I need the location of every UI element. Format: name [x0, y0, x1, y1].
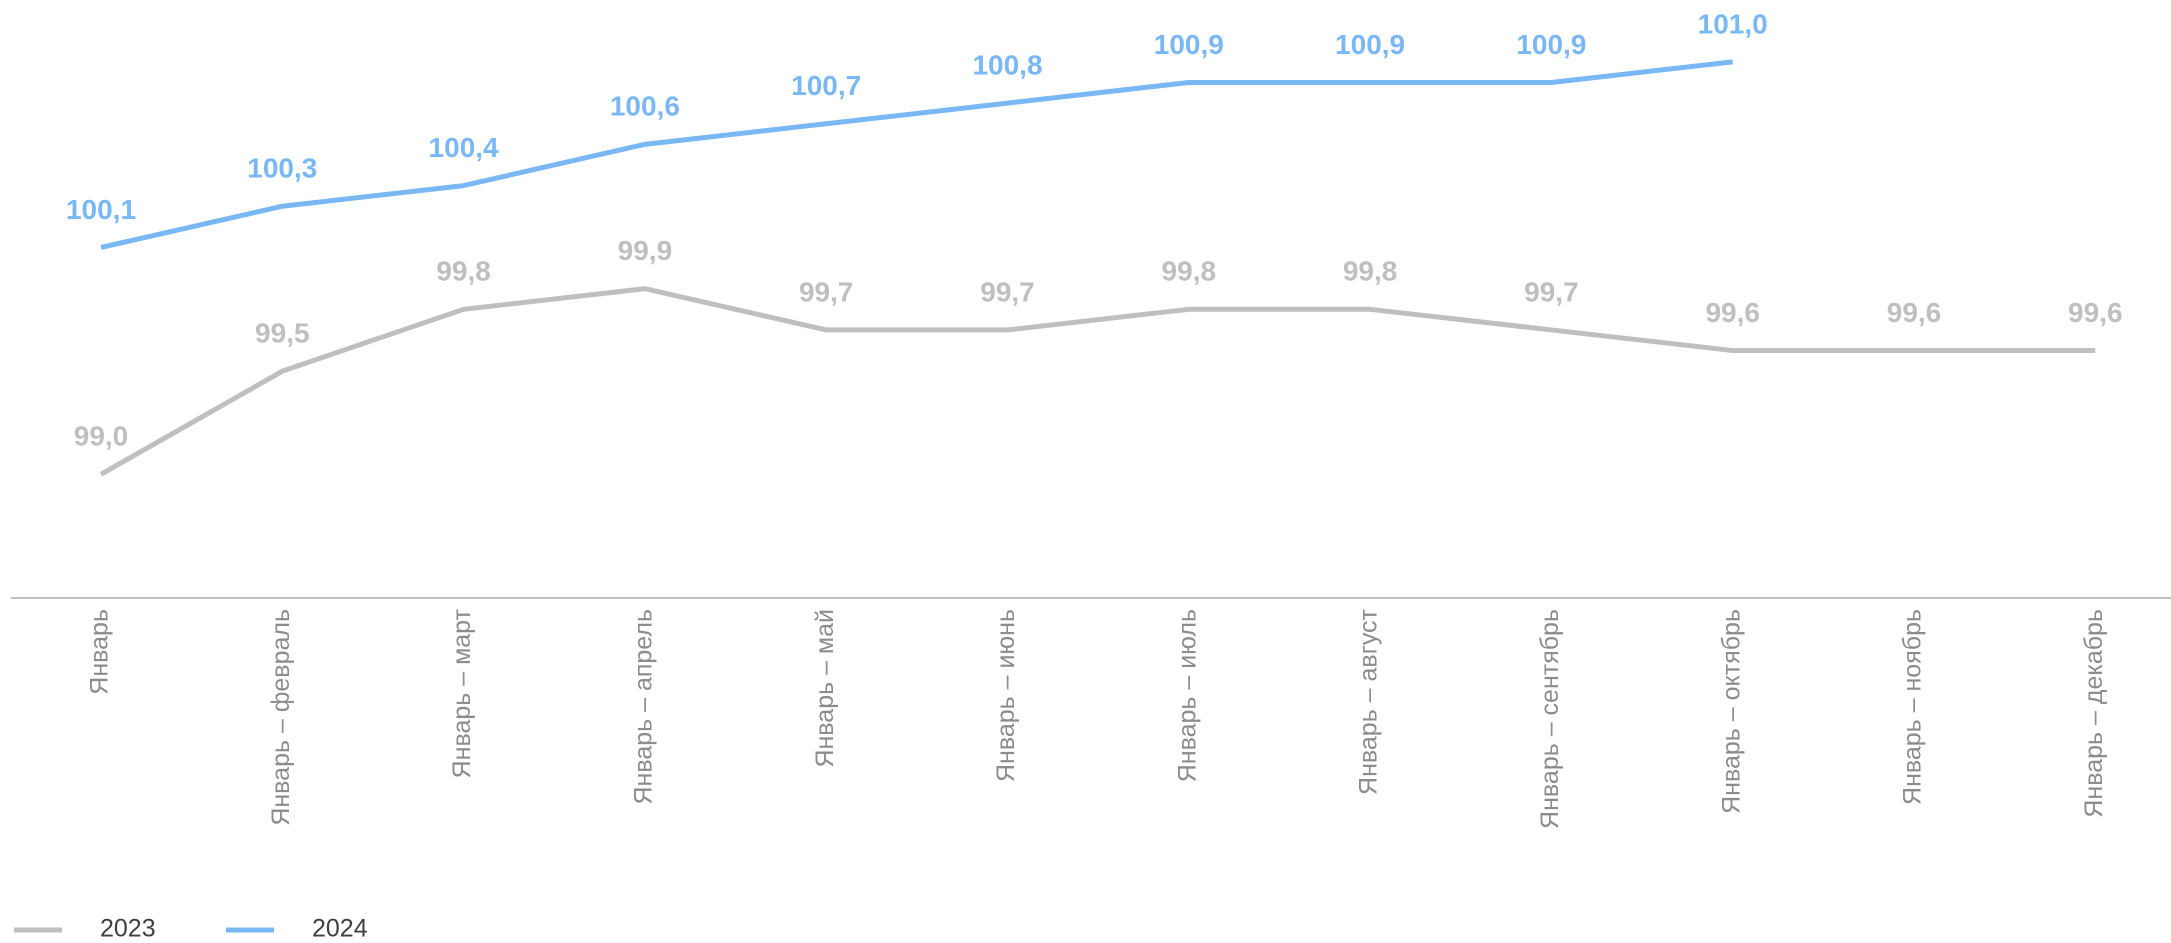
- data-label: 100,4: [429, 132, 499, 163]
- x-tick-label: Январь – февраль: [267, 609, 295, 826]
- data-label: 100,9: [1335, 29, 1405, 60]
- data-label: 101,0: [1698, 8, 1768, 39]
- x-tick-label: Январь: [86, 609, 114, 695]
- data-label: 100,9: [1154, 29, 1224, 60]
- data-label: 100,8: [972, 49, 1042, 80]
- x-tick-label: Январь – ноябрь: [1899, 609, 1927, 805]
- x-tick-label: Январь – апрель: [630, 609, 658, 805]
- data-label: 99,6: [1887, 297, 1942, 328]
- data-label: 100,9: [1516, 29, 1586, 60]
- x-tick-label: Январь – июль: [1173, 609, 1201, 782]
- line-series: [100, 59, 1733, 250]
- legend-label: 2024: [312, 915, 368, 943]
- data-label: 100,7: [791, 70, 861, 101]
- data-label: 100,3: [247, 153, 317, 184]
- data-label: 99,6: [1705, 297, 1760, 328]
- line-series: [99, 286, 2096, 477]
- data-label: 99,9: [618, 235, 673, 266]
- data-label: 99,7: [1524, 276, 1579, 307]
- x-tick-label: Январь – июнь: [992, 609, 1020, 782]
- data-label: 99,8: [436, 256, 491, 287]
- data-label: 100,6: [610, 91, 680, 122]
- data-label: 99,7: [980, 276, 1035, 307]
- x-tick-label: Январь – декабрь: [2080, 609, 2108, 818]
- data-label: 99,8: [1162, 256, 1217, 287]
- data-label: 99,7: [799, 276, 854, 307]
- x-tick-label: Январь – октябрь: [1717, 609, 1745, 814]
- x-tick-label: Январь – сентябрь: [1536, 609, 1564, 829]
- data-label: 99,0: [74, 421, 129, 452]
- data-label: 99,5: [255, 318, 310, 349]
- x-tick-label: Январь – август: [1355, 608, 1383, 795]
- x-tick-label: Январь – май: [811, 609, 839, 768]
- data-label: 99,6: [2068, 297, 2123, 328]
- data-label: 100,1: [66, 194, 136, 225]
- x-tick-label: Январь – март: [448, 608, 476, 778]
- legend-label: 2023: [100, 915, 156, 943]
- data-label: 99,8: [1343, 256, 1398, 287]
